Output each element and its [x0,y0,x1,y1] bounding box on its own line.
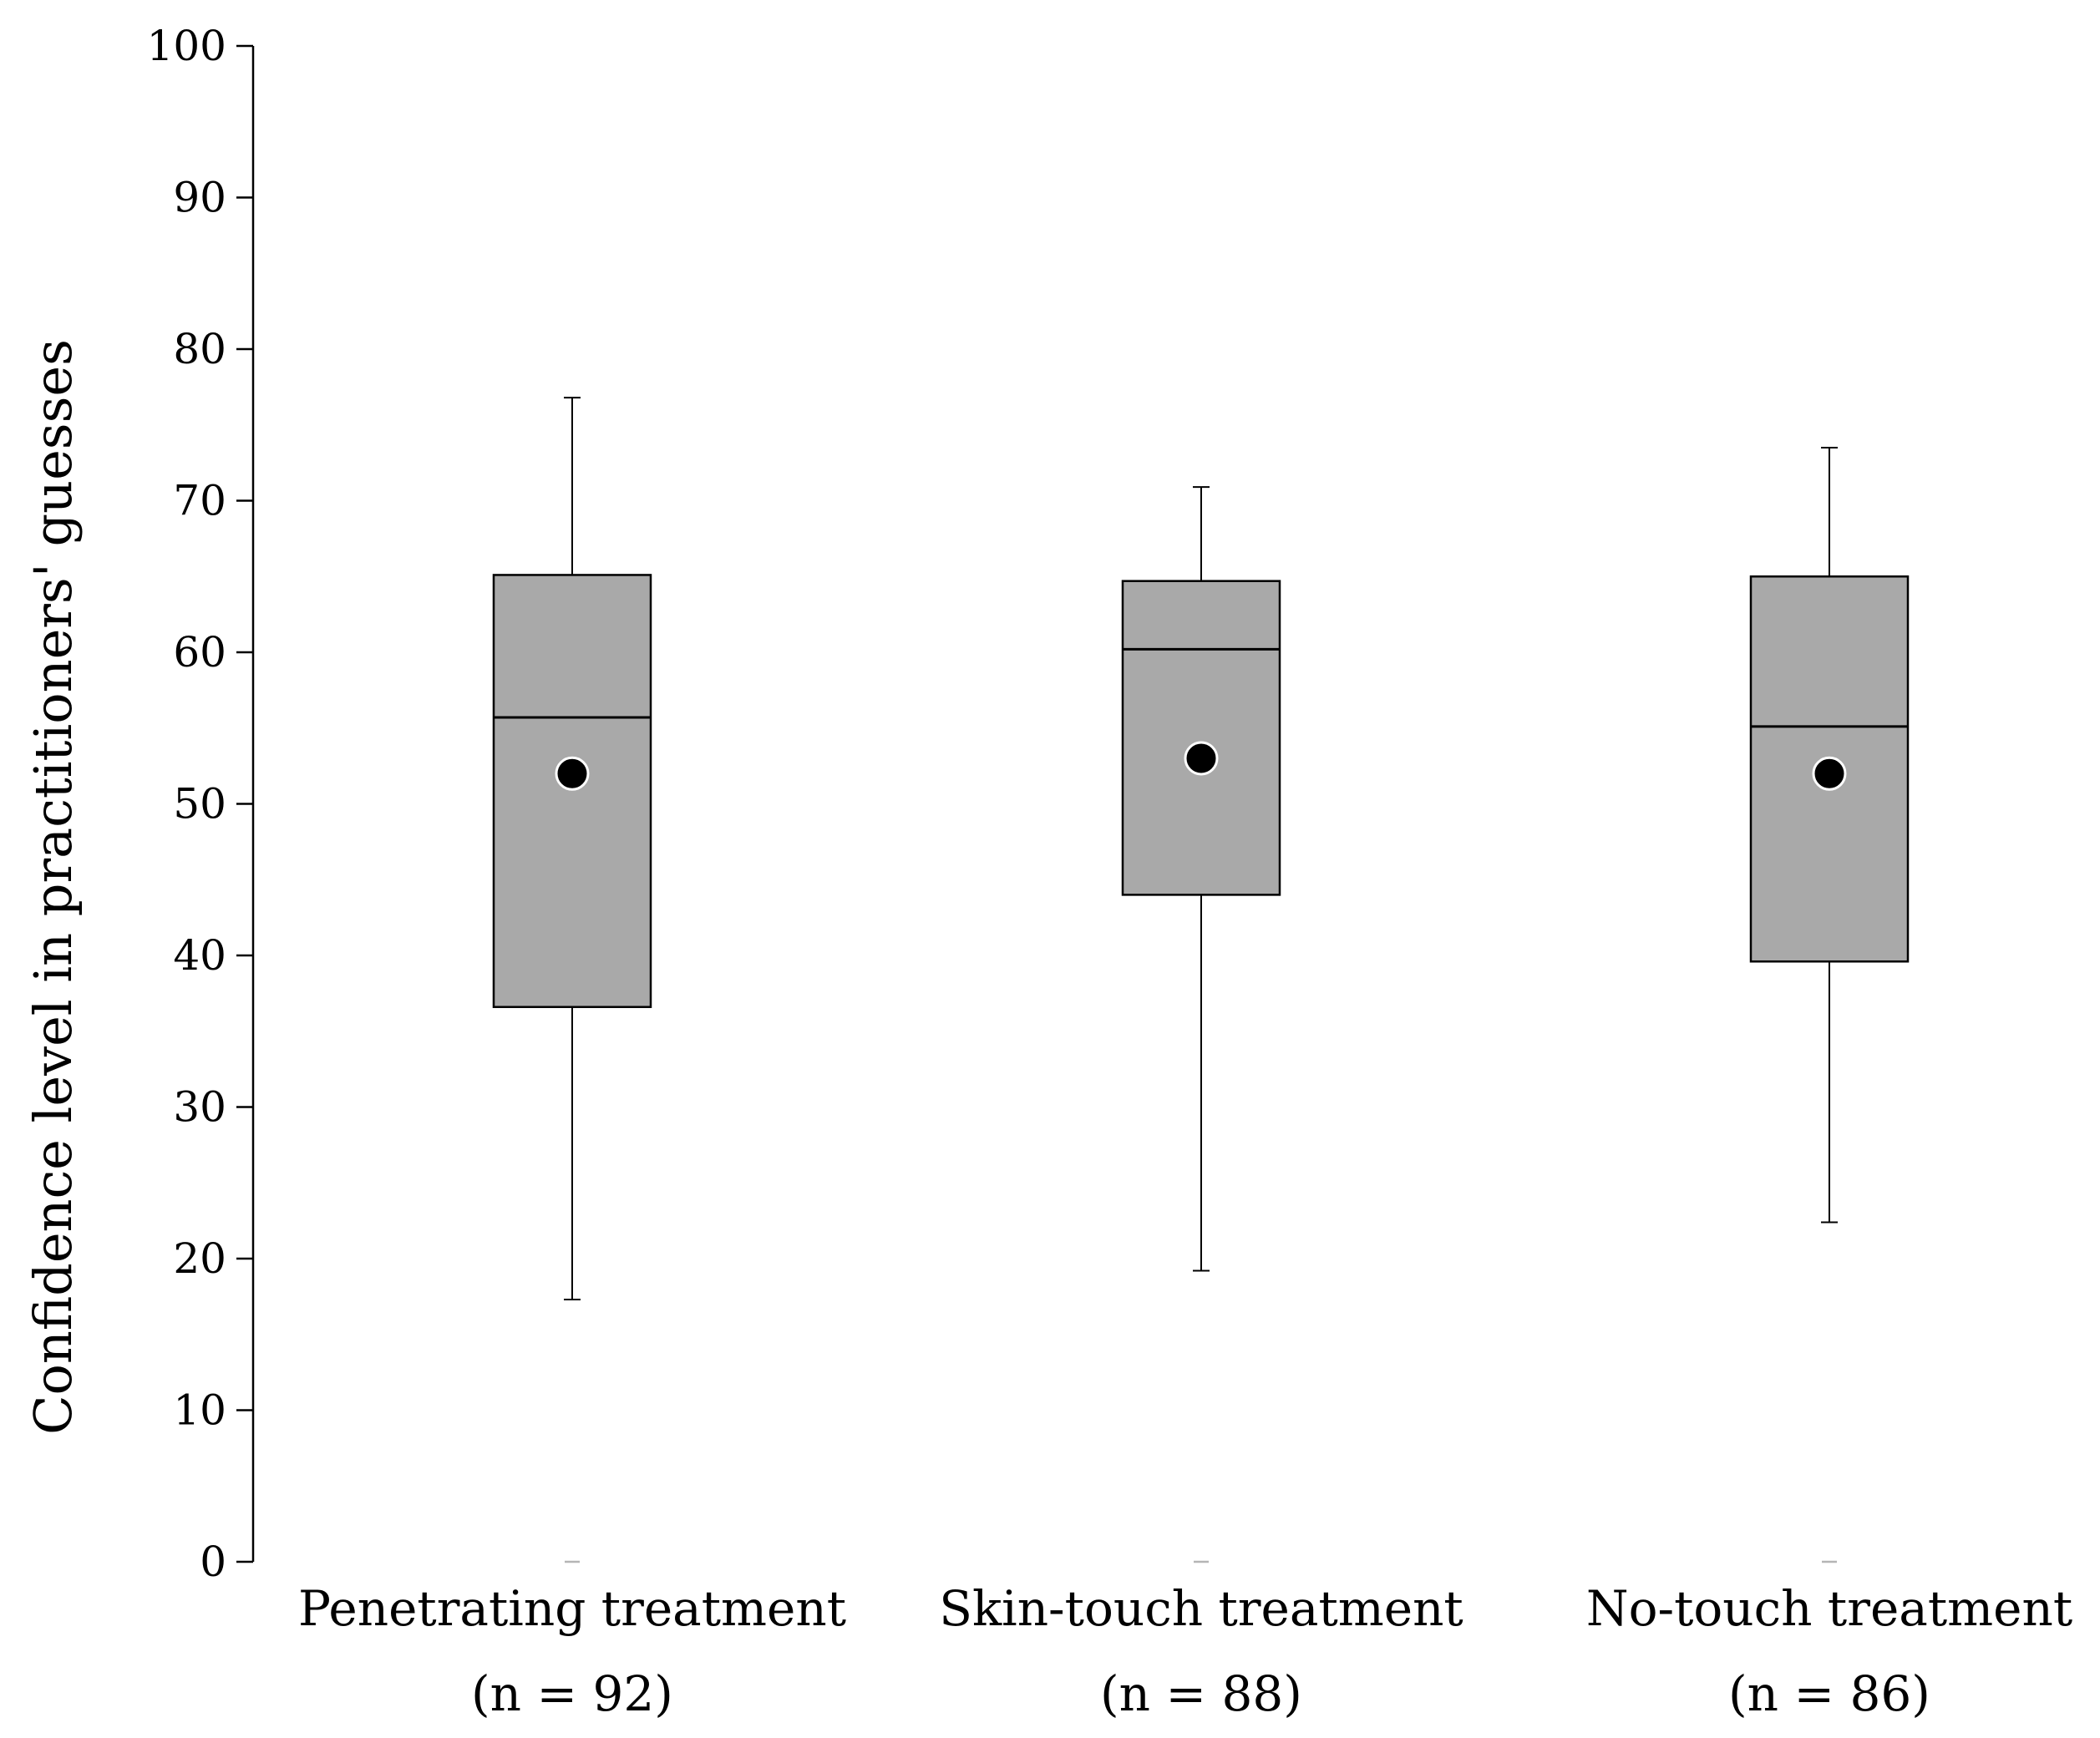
y-tick-label: 100 [147,22,226,70]
iqr-box [1121,580,1281,896]
box-1 [492,397,652,1563]
y-tick-label: 10 [173,1386,226,1435]
sample-size-label: (n = 86) [1728,1665,1930,1722]
iqr-box [492,574,652,1008]
y-tick-label: 90 [173,174,226,222]
mean-marker [555,756,590,791]
y-axis: 0 10 20 30 40 50 60 70 80 90 100 [147,22,255,1586]
category-label: No-touch treatment [1586,1580,2072,1637]
category-label: Skin-touch treatment [939,1580,1463,1637]
sample-size-label: (n = 88) [1100,1665,1302,1722]
sample-size-label: (n = 92) [471,1665,673,1722]
y-tick-label: 20 [173,1234,226,1283]
y-tick-label: 0 [200,1538,226,1586]
box-2 [1121,486,1281,1563]
x-axis-labels: Penetrating treatment (n = 92) Skin-touch … [298,1580,2072,1722]
y-tick-label: 30 [173,1083,226,1132]
box-series [492,397,1910,1563]
y-ticks: 0 10 20 30 40 50 60 70 80 90 100 [147,22,253,1586]
mean-marker [1812,756,1847,791]
y-axis-title: Confidence level in practitioners' guess… [23,339,84,1435]
category-label: Penetrating treatment [298,1580,846,1637]
mean-marker [1184,741,1219,776]
y-tick-label: 70 [173,477,226,525]
y-tick-label: 40 [173,931,226,980]
y-tick-label: 60 [173,628,226,676]
box-3 [1749,446,1910,1563]
y-tick-label: 80 [173,325,226,373]
y-tick-label: 50 [173,780,226,828]
